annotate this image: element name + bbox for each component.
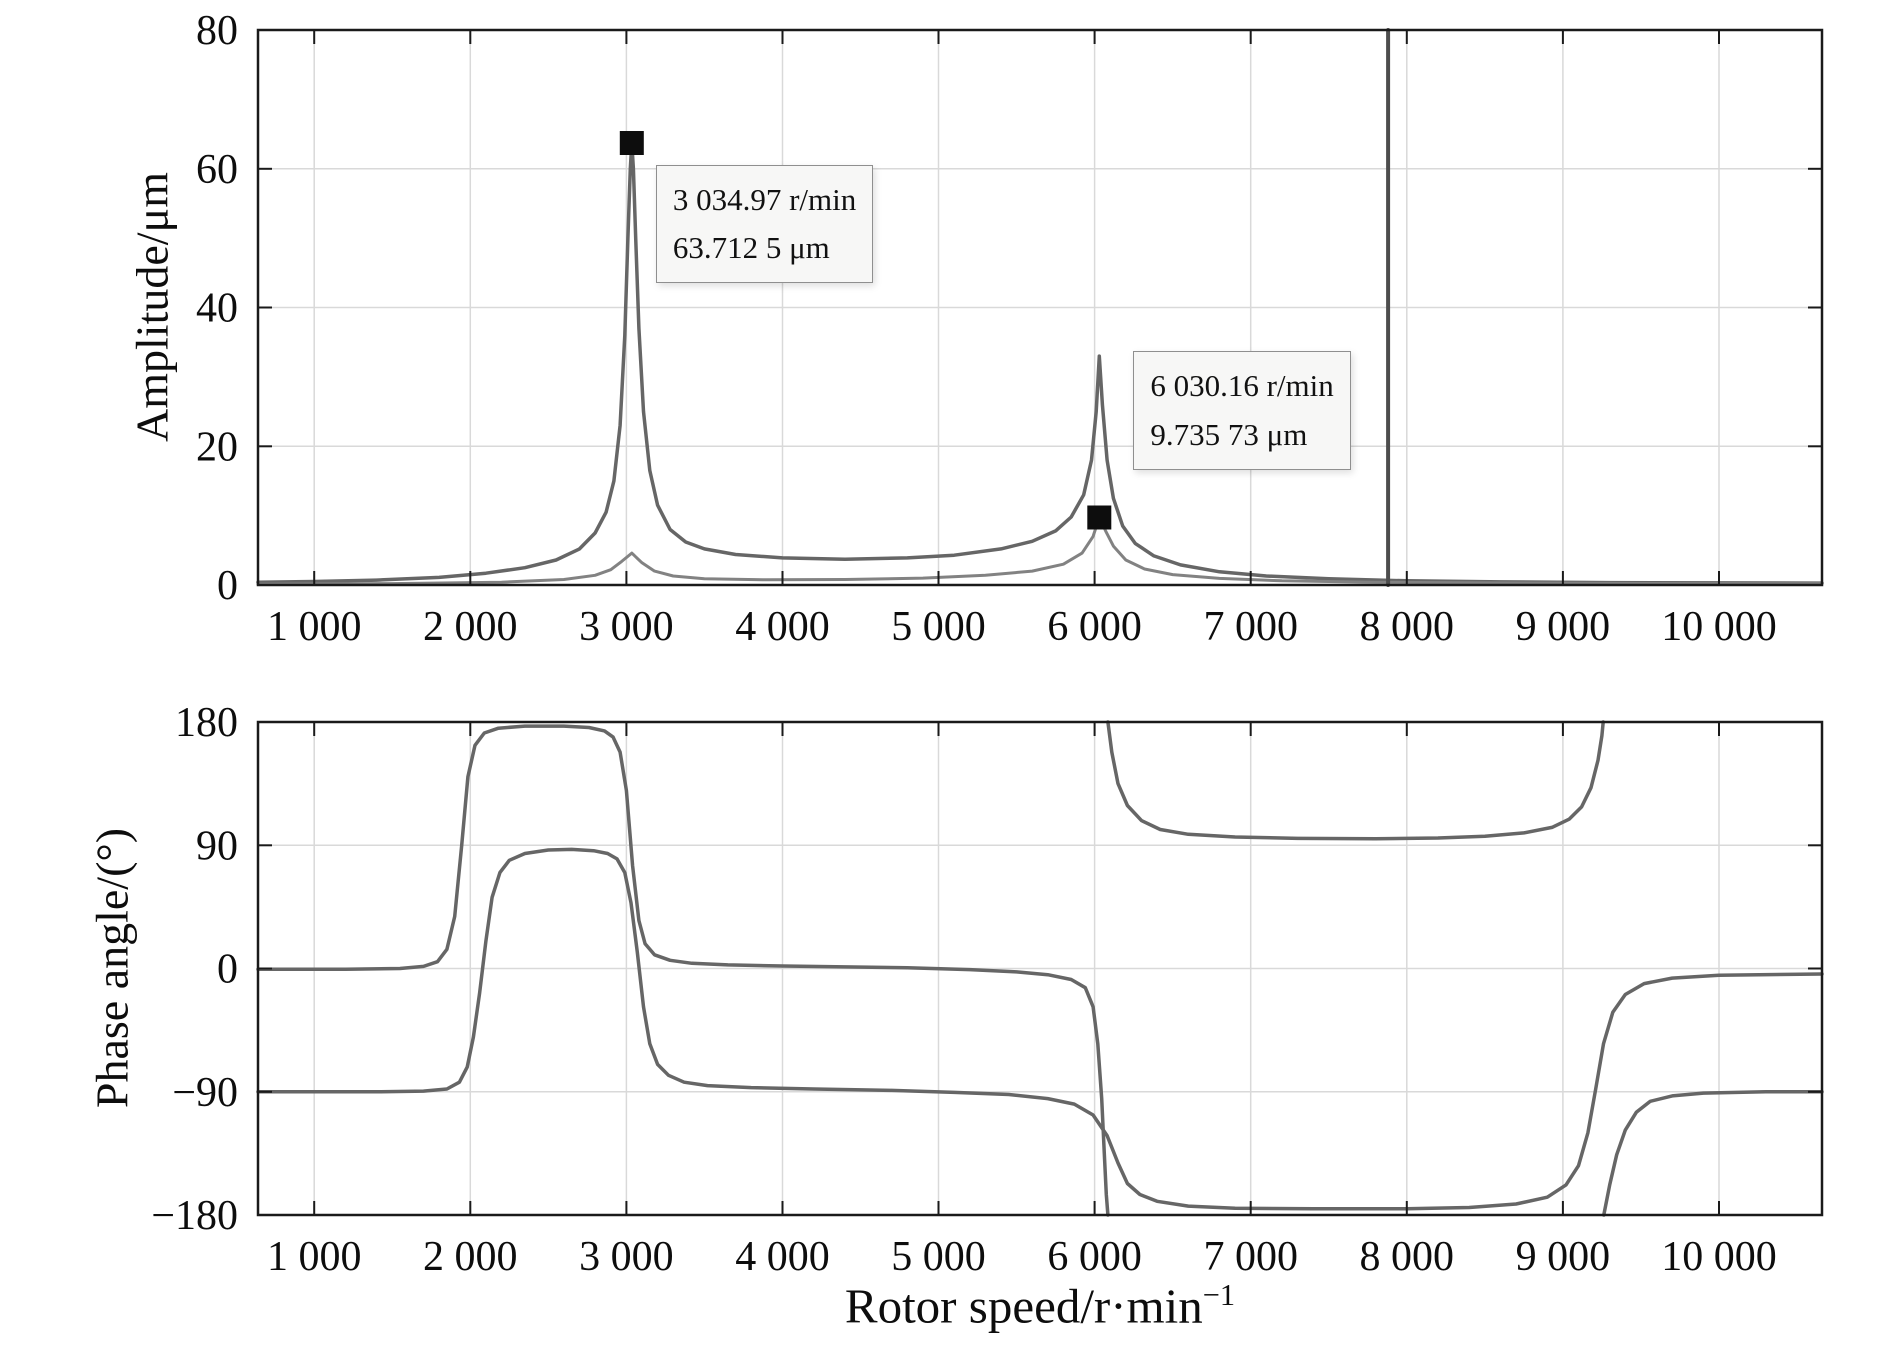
y-tick-label: 90 (196, 823, 238, 869)
amplitude-response-main (256, 141, 1824, 585)
y-tick-label: 60 (196, 147, 238, 193)
x-tick-label: 2 000 (423, 604, 518, 650)
x-tick-label: 2 000 (423, 1234, 518, 1280)
amplitude-axis-label: Amplitude/μm (126, 172, 178, 442)
phase-curve-1-seg2 (1106, 720, 1605, 841)
y-tick-label: −90 (172, 1070, 238, 1116)
data-tip[interactable]: 6 030.16 r/min 9.735 73 μm (1133, 351, 1351, 470)
x-tick-label: 1 000 (267, 604, 362, 650)
x-tick-label: 10 000 (1661, 1234, 1777, 1280)
y-tick-label: 180 (175, 700, 238, 746)
amplitude-response-secondary (256, 515, 1824, 586)
data-tip-line: 3 034.97 r/min (672, 181, 857, 217)
x-tick-label: 3 000 (579, 1234, 674, 1280)
x-tick-label: 9 000 (1516, 1234, 1611, 1280)
rotor-speed-axis-label-exponent: −1 (1202, 1278, 1236, 1313)
x-tick-label: 10 000 (1661, 604, 1777, 650)
rotor-speed-axis-label: Rotor speed/r·min−1 (845, 1278, 1235, 1335)
data-tip-line: 6 030.16 r/min (1150, 368, 1334, 404)
x-tick-label: 7 000 (1203, 1234, 1298, 1280)
data-tip-line: 63.712 5 μm (672, 230, 830, 266)
x-tick-label: 5 000 (891, 604, 986, 650)
x-tick-label: 3 000 (579, 604, 674, 650)
x-tick-label: 9 000 (1516, 604, 1611, 650)
x-tick-label: 6 000 (1047, 1234, 1142, 1280)
y-tick-label: 20 (196, 424, 238, 470)
x-tick-label: 8 000 (1360, 604, 1455, 650)
rotor-speed-axis-label-text: Rotor speed/r·min (844, 1278, 1203, 1334)
phase-curve-2 (256, 847, 1824, 1211)
y-tick-label: 40 (196, 286, 238, 332)
x-tick-label: 6 000 (1047, 604, 1142, 650)
x-tick-label: 4 000 (735, 604, 830, 650)
x-tick-label: 4 000 (735, 1234, 830, 1280)
y-tick-label: 0 (217, 947, 238, 993)
x-tick-label: 1 000 (267, 1234, 362, 1280)
y-tick-label: 0 (217, 563, 238, 609)
phase-curve-1-seg1 (256, 724, 1110, 1217)
phase-axis-label: Phase angle/(°) (86, 827, 138, 1109)
x-tick-label: 7 000 (1203, 604, 1298, 650)
y-tick-label: −180 (151, 1193, 238, 1239)
x-tick-label: 5 000 (891, 1234, 986, 1280)
y-tick-label: 80 (196, 8, 238, 54)
data-marker[interactable] (619, 131, 644, 155)
data-marker[interactable] (1087, 505, 1112, 530)
data-tip-line: 9.735 73 μm (1150, 416, 1308, 452)
x-tick-label: 8 000 (1360, 1234, 1455, 1280)
data-tip[interactable]: 3 034.97 r/min 63.712 5 μm (655, 164, 874, 284)
phase-curve-1-seg3 (1602, 1090, 1824, 1217)
